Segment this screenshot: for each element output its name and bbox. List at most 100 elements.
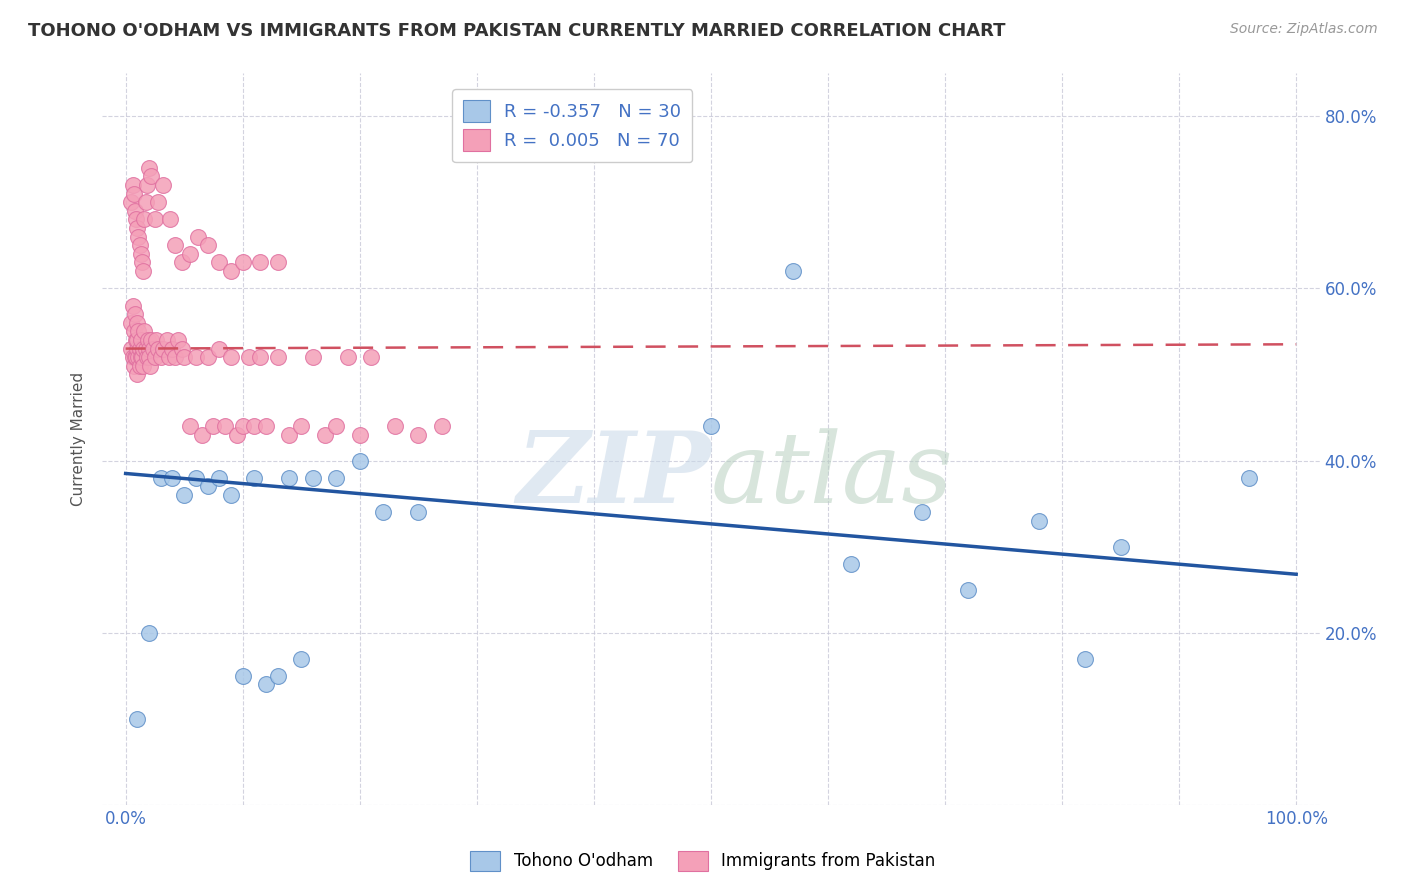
Point [267,255,290,269]
Point [122,324,145,338]
Point [373,505,395,519]
Point [132,264,155,278]
Point [143,212,166,227]
Point [325,471,347,485]
Point [243,471,266,485]
Point [249,255,271,269]
Point [141,333,163,347]
Point [141,342,163,356]
Point [170,255,193,269]
Point [700,419,723,434]
Point [167,333,190,347]
Point [232,255,254,269]
Point [225,427,247,442]
Point [219,350,242,364]
Point [149,471,172,485]
Point [135,350,157,364]
Point [125,212,148,227]
Point [1109,540,1132,554]
Point [152,342,174,356]
Point [232,419,254,434]
Point [121,316,143,330]
Point [910,505,932,519]
Point [128,229,150,244]
Point [148,342,170,356]
Point [121,342,143,356]
Point [278,427,301,442]
Point [128,350,150,364]
Point [197,350,219,364]
Point [249,350,271,364]
Point [163,238,186,252]
Point [125,350,148,364]
Point [173,488,195,502]
Point [184,471,207,485]
Point [155,333,177,347]
Point [243,419,266,434]
Point [208,471,231,485]
Point [128,342,150,356]
Point [135,195,157,210]
Point [121,299,143,313]
Point [1074,651,1097,665]
Point [214,419,236,434]
Point [131,255,153,269]
Point [349,427,371,442]
Point [134,324,156,338]
Point [132,342,155,356]
Point [278,471,301,485]
Point [841,557,863,571]
Point [232,669,254,683]
Point [337,350,360,364]
Point [136,333,159,347]
Point [187,229,209,244]
Point [163,350,186,364]
Point [238,350,260,364]
Point [406,505,429,519]
Point [127,342,149,356]
Point [290,419,312,434]
Point [267,350,290,364]
Point [149,350,172,364]
Point [134,212,156,227]
Point [190,427,212,442]
Point [162,471,184,485]
Point [129,350,152,364]
Point [125,333,148,347]
Text: TOHONO O'ODHAM VS IMMIGRANTS FROM PAKISTAN CURRENTLY MARRIED CORRELATION CHART: TOHONO O'ODHAM VS IMMIGRANTS FROM PAKIST… [28,22,1005,40]
Point [170,342,193,356]
Point [135,178,157,192]
Point [128,359,150,373]
Point [152,178,174,192]
Point [302,350,325,364]
Legend: Tohono O'odham, Immigrants from Pakistan: Tohono O'odham, Immigrants from Pakistan [463,842,943,880]
Point [128,324,150,338]
Y-axis label: Currently Married: Currently Married [72,372,86,506]
Point [208,342,231,356]
Point [132,359,155,373]
Point [124,307,146,321]
Point [157,350,180,364]
Point [141,169,163,184]
Point [202,419,225,434]
Point [360,350,382,364]
Point [254,419,277,434]
Point [122,359,145,373]
Point [302,471,325,485]
Point [127,712,149,726]
Point [290,651,312,665]
Point [138,342,160,356]
Point [148,195,170,210]
Point [384,419,406,434]
Text: Source: ZipAtlas.com: Source: ZipAtlas.com [1230,22,1378,37]
Point [1239,471,1261,485]
Point [159,212,181,227]
Point [138,161,160,175]
Legend: R = -0.357   N = 30, R =  0.005   N = 70: R = -0.357 N = 30, R = 0.005 N = 70 [453,89,692,162]
Point [145,333,167,347]
Point [219,488,242,502]
Point [127,333,149,347]
Point [197,479,219,493]
Point [139,359,162,373]
Point [162,342,184,356]
